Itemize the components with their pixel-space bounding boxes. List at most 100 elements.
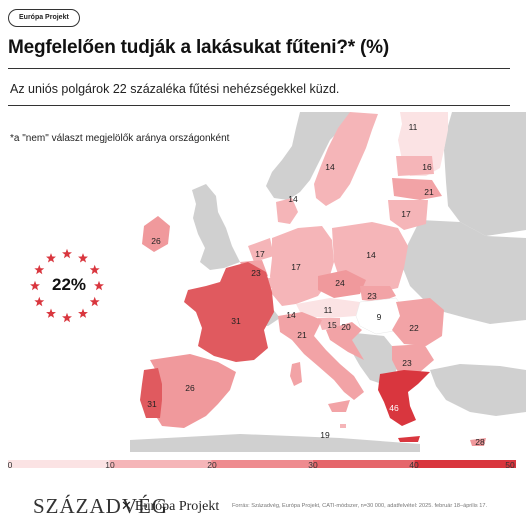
scale-segment-1	[8, 460, 110, 468]
country-labels: 11 14 14 16 21 17 26 17 23 14 17 14 24 2…	[147, 122, 485, 447]
label-cyprus: 28	[475, 437, 485, 447]
country-netherlands	[248, 238, 274, 262]
eu-star	[94, 280, 104, 291]
label-sweden: 14	[325, 162, 335, 172]
country-bulgaria	[392, 344, 434, 372]
footnote: *a "nem" választ megjelölők aránya orszá…	[10, 133, 230, 144]
country-croatia	[326, 322, 364, 360]
label-slovakia: 23	[367, 291, 377, 301]
north-africa-shape	[130, 434, 420, 452]
uk-shape	[192, 184, 240, 270]
szazadveg-logo: SZÁZADVÉG	[33, 494, 168, 518]
balkans-shape	[346, 332, 400, 384]
label-croatia: 20	[341, 322, 351, 332]
country-sicily	[328, 400, 350, 412]
label-latvia: 21	[424, 187, 434, 197]
europe-map: 11 14 14 16 21 17 26 17 23 14 17 14 24 2…	[0, 112, 526, 452]
scale-segment-3	[211, 460, 313, 468]
country-hungary	[355, 297, 407, 335]
label-hungary: 9	[377, 312, 382, 322]
label-netherlands: 17	[255, 249, 265, 259]
belarus-ukraine-shape	[402, 220, 526, 324]
europa-projekt-logo: ✕ Európa Projekt	[121, 498, 219, 515]
label-romania: 22	[409, 323, 419, 333]
label-belgium: 23	[251, 268, 261, 278]
country-ireland	[142, 216, 170, 252]
scale-label-20: 20	[207, 460, 217, 470]
label-spain: 26	[185, 383, 195, 393]
eu-star	[30, 280, 40, 291]
eu-star	[78, 308, 88, 318]
label-france: 31	[231, 316, 241, 326]
scale-segment-2	[109, 460, 212, 468]
label-denmark: 14	[288, 194, 298, 204]
label-poland: 14	[366, 250, 376, 260]
project-tag: Európa Projekt	[8, 9, 80, 27]
label-malta: 19	[320, 430, 330, 440]
source-note: Forrás: Századvég, Európa Projekt, CATI-…	[232, 503, 488, 509]
country-crete	[398, 436, 420, 442]
scale-label-30: 30	[308, 460, 318, 470]
scale-label-0: 0	[7, 460, 13, 470]
country-portugal	[140, 368, 162, 418]
label-austria: 11	[324, 305, 333, 315]
label-bulgaria: 23	[402, 358, 412, 368]
eu-star	[46, 253, 56, 263]
label-slovenia: 15	[327, 320, 337, 330]
eu-star	[62, 248, 72, 259]
country-sweden	[314, 112, 378, 206]
eu-star	[89, 296, 100, 307]
label-czechia: 24	[335, 278, 345, 288]
norway-shape	[266, 112, 350, 200]
country-cyprus	[470, 438, 486, 446]
label-ireland: 26	[151, 236, 161, 246]
country-denmark	[276, 198, 298, 224]
europa-projekt-logo-mark: ✕	[121, 498, 132, 513]
eu-star	[34, 264, 45, 275]
country-austria	[296, 298, 360, 318]
country-czechia	[318, 270, 366, 298]
eu-star	[78, 253, 88, 263]
label-estonia: 16	[422, 162, 432, 172]
chart-title: Megfelelően tudják a lakásukat fűteni?* …	[8, 37, 389, 58]
country-sardinia	[290, 362, 302, 386]
country-estonia	[396, 156, 434, 176]
color-scale	[8, 460, 516, 468]
eu-star	[34, 296, 45, 307]
non-eu-land	[130, 112, 526, 452]
country-malta	[340, 424, 346, 428]
label-luxembourg: 14	[286, 310, 296, 320]
scale-segment-4	[312, 460, 415, 468]
country-france	[184, 262, 274, 362]
divider	[8, 105, 510, 106]
country-spain	[150, 354, 236, 428]
divider	[8, 68, 510, 69]
eu-star	[62, 312, 72, 323]
eu-star	[46, 308, 56, 318]
scale-segment-5	[414, 460, 516, 468]
country-slovenia	[318, 318, 340, 330]
russia-north-shape	[444, 112, 526, 236]
turkey-shape	[430, 364, 526, 416]
eu-average-value: 22%	[52, 275, 87, 294]
label-greece: 46	[389, 403, 399, 413]
country-italy	[278, 312, 364, 400]
country-latvia	[392, 178, 442, 200]
eu-star-circle	[30, 248, 104, 323]
scale-label-10: 10	[105, 460, 115, 470]
label-portugal: 31	[147, 399, 157, 409]
label-germany: 17	[291, 262, 301, 272]
eu-star	[89, 264, 100, 275]
label-italy: 21	[297, 330, 307, 340]
scale-label-50: 50	[505, 460, 515, 470]
country-lithuania	[388, 200, 428, 230]
europa-projekt-logo-text: Európa Projekt	[134, 499, 220, 514]
eu-countries	[140, 112, 486, 446]
subtitle: Az uniós polgárok 22 százaléka fűtési ne…	[10, 82, 340, 96]
label-lithuania: 17	[401, 209, 411, 219]
label-finland: 11	[409, 122, 418, 132]
country-greece	[378, 370, 430, 426]
country-slovakia	[360, 286, 396, 302]
scale-label-40: 40	[409, 460, 419, 470]
country-romania	[392, 298, 444, 346]
